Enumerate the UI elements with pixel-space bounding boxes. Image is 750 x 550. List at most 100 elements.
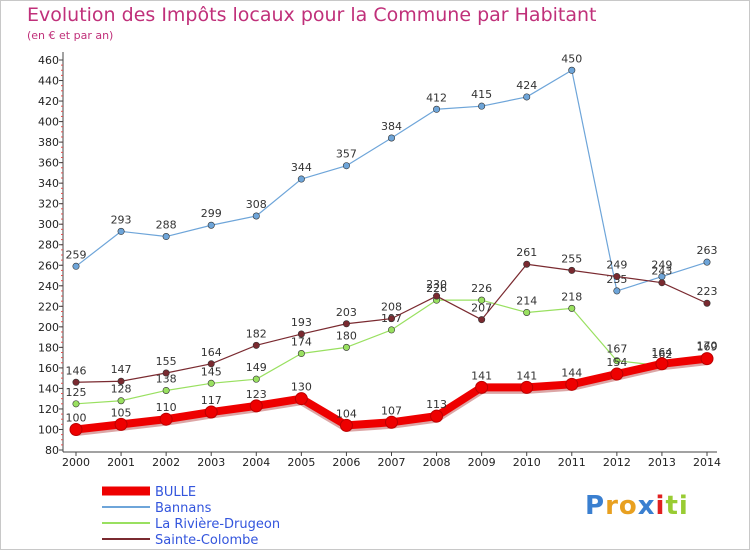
data-point	[342, 320, 350, 328]
proxiti-logo: Proxiti	[585, 491, 689, 521]
data-label: 138	[156, 372, 177, 385]
y-tick-label: 420	[38, 95, 59, 108]
data-point	[162, 233, 170, 241]
data-point	[342, 343, 350, 351]
data-label: 100	[66, 411, 87, 424]
data-label: 167	[606, 343, 627, 356]
data-label: 154	[606, 356, 627, 369]
data-point	[613, 357, 621, 365]
data-label: 288	[156, 219, 177, 232]
data-point	[658, 279, 666, 287]
data-point	[72, 262, 80, 270]
x-tick-label: 2001	[107, 456, 135, 469]
data-point	[655, 357, 669, 371]
data-label: 147	[111, 363, 132, 376]
y-tick-label: 260	[38, 259, 59, 272]
data-label: 230	[426, 278, 447, 291]
axes: 80 100 120 140 160 180 200 220 240 260 280 300 320 34…	[38, 52, 721, 469]
data-point	[297, 175, 305, 183]
data-label: 226	[426, 282, 447, 295]
y-tick-label: 300	[38, 218, 59, 231]
data-label: 226	[471, 282, 492, 295]
x-tick-label: 2003	[197, 456, 225, 469]
data-point	[568, 266, 576, 274]
y-tick-label: 320	[38, 198, 59, 211]
x-tick-label: 2008	[423, 456, 451, 469]
data-label: 113	[426, 398, 447, 411]
data-label: 162	[651, 348, 672, 361]
data-label: 299	[201, 207, 222, 220]
data-point	[478, 316, 486, 324]
data-label: 164	[201, 346, 222, 359]
data-point	[478, 296, 486, 304]
chart-subtitle: (en € et par an)	[27, 29, 114, 42]
data-point	[159, 412, 173, 426]
data-label: 125	[66, 386, 87, 399]
data-label: 155	[156, 355, 177, 368]
data-point	[249, 399, 263, 413]
data-point	[387, 326, 395, 334]
data-point	[207, 360, 215, 368]
data-label: 164	[651, 346, 672, 359]
data-label: 207	[471, 302, 492, 315]
data-label: 104	[336, 407, 357, 420]
data-label: 357	[336, 148, 357, 161]
data-label: 105	[111, 406, 132, 419]
y-tick-label: 280	[38, 239, 59, 252]
data-point	[433, 292, 441, 300]
series-la-rivi-re-drugeon: 1251281381451491741801972262262142181671…	[66, 282, 718, 408]
data-label: 293	[111, 213, 132, 226]
data-label: 110	[156, 401, 177, 414]
y-tick-label: 180	[38, 341, 59, 354]
y-tick-label: 120	[38, 403, 59, 416]
data-point	[117, 377, 125, 385]
data-point	[162, 369, 170, 377]
data-point	[72, 378, 80, 386]
y-tick-label: 360	[38, 157, 59, 170]
data-label: 243	[651, 265, 672, 278]
data-point	[520, 380, 534, 394]
x-tick-label: 2013	[648, 456, 676, 469]
data-point	[207, 221, 215, 229]
data-label: 384	[381, 120, 402, 133]
logo-letter: t	[665, 491, 679, 521]
data-point	[703, 299, 711, 307]
data-point	[72, 400, 80, 408]
x-tick-label: 2014	[693, 456, 721, 469]
data-point	[117, 227, 125, 235]
data-label: 261	[516, 246, 537, 259]
data-label: 214	[516, 294, 537, 307]
data-label: 149	[246, 361, 267, 374]
x-tick-label: 2002	[152, 456, 180, 469]
data-point	[204, 405, 218, 419]
data-point	[610, 367, 624, 381]
data-point	[297, 350, 305, 358]
data-point	[294, 392, 308, 406]
data-point	[523, 93, 531, 101]
data-label: 130	[291, 381, 312, 394]
data-label: 415	[471, 88, 492, 101]
logo-letter: i	[678, 491, 689, 521]
y-tick-label: 100	[38, 423, 59, 436]
data-label: 145	[201, 365, 222, 378]
data-point	[387, 315, 395, 323]
x-tick-label: 2010	[513, 456, 541, 469]
data-point	[568, 66, 576, 74]
data-point	[117, 397, 125, 405]
x-tick-label: 2004	[242, 456, 270, 469]
plot-area: 2592932882993083443573844124154244502352…	[66, 52, 718, 436]
y-tick-label: 440	[38, 75, 59, 88]
data-label: 218	[561, 290, 582, 303]
y-tick-label: 80	[45, 444, 59, 457]
y-tick-label: 200	[38, 321, 59, 334]
data-label: 141	[471, 369, 492, 382]
data-label: 344	[291, 161, 312, 174]
data-point	[385, 415, 398, 429]
data-point	[207, 379, 215, 387]
legend-label: La Rivière-Drugeon	[155, 517, 280, 532]
data-point	[613, 287, 621, 295]
data-point	[703, 258, 711, 266]
